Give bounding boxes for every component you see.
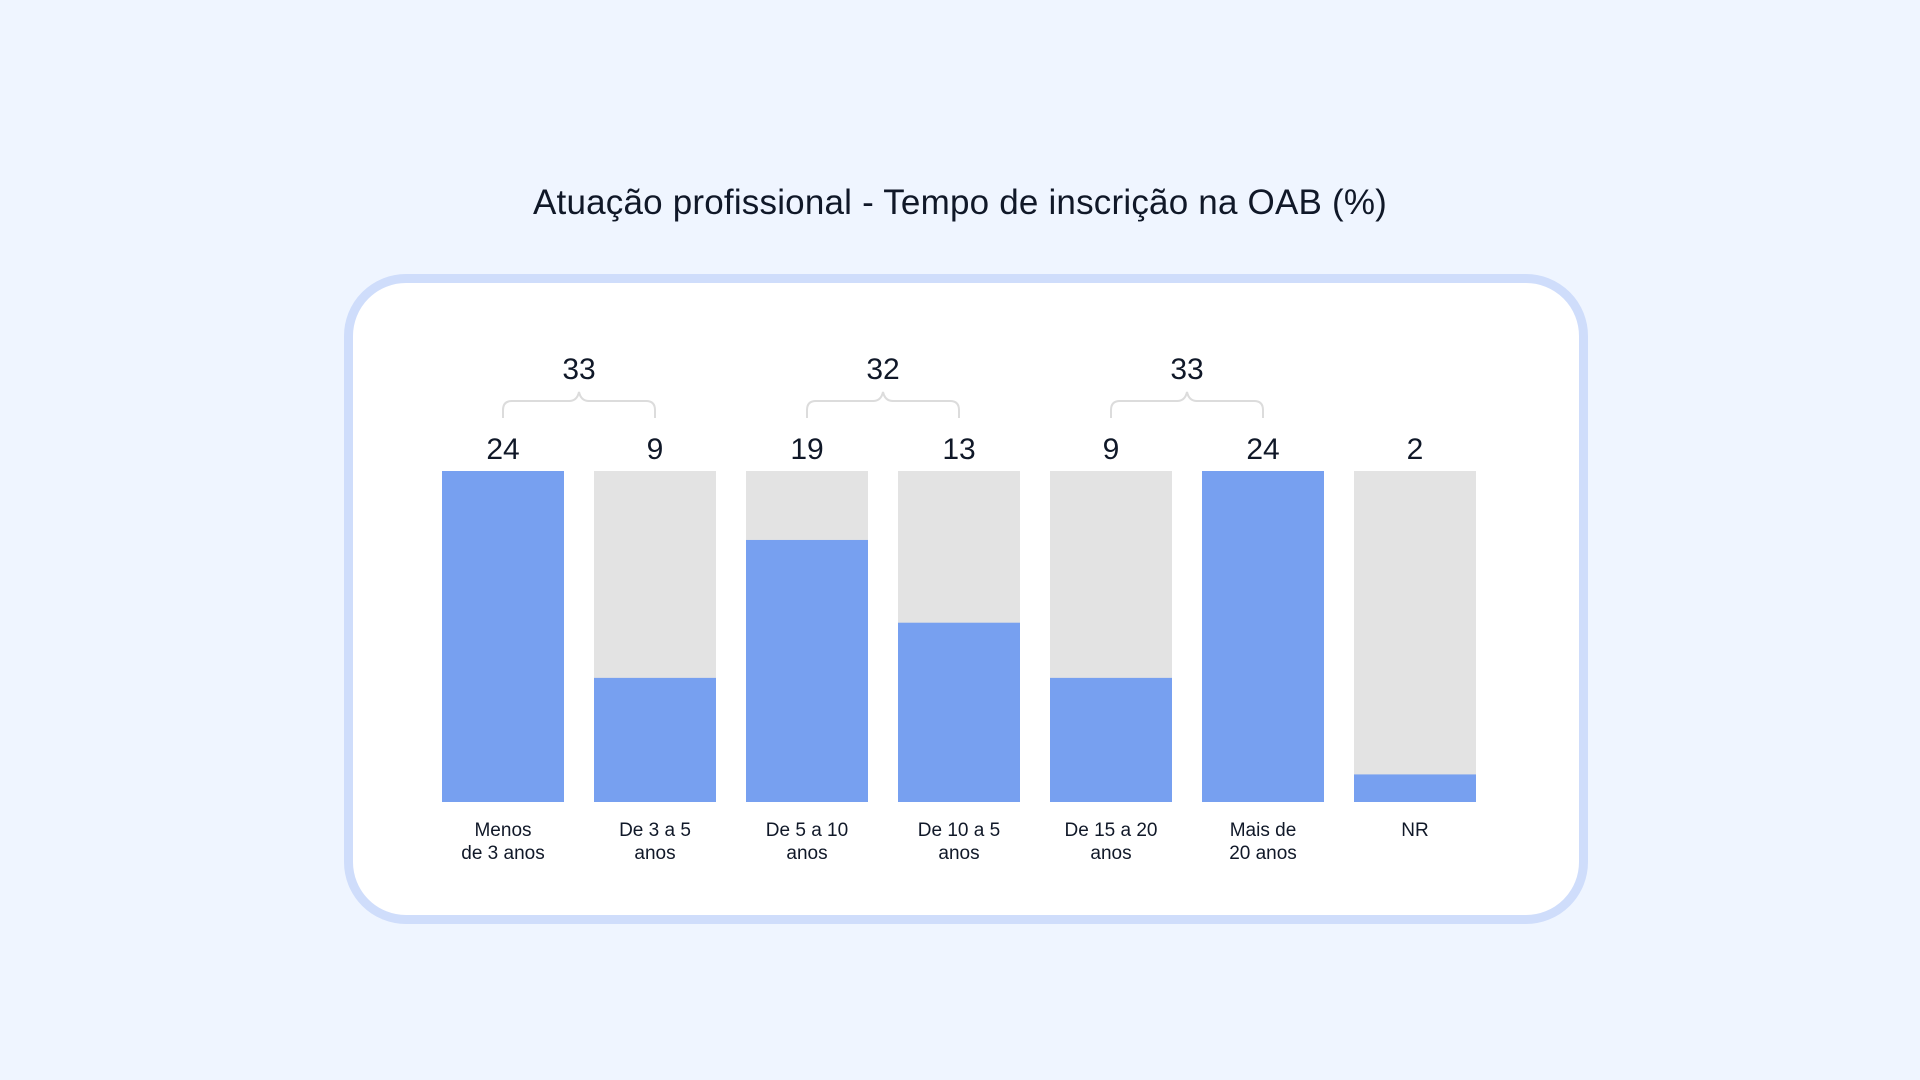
bar bbox=[1354, 774, 1476, 802]
group-brace bbox=[502, 391, 656, 418]
category-label: Mais de 20 anos bbox=[1229, 820, 1297, 864]
group-total-label: 33 bbox=[1170, 353, 1203, 386]
value-label: 13 bbox=[942, 433, 975, 466]
group-brace bbox=[1110, 391, 1264, 418]
category-label: De 5 a 10 anos bbox=[766, 820, 848, 864]
bar-track bbox=[1354, 471, 1476, 802]
value-label: 9 bbox=[1103, 433, 1120, 466]
category-label: NR bbox=[1401, 820, 1428, 841]
bar bbox=[1202, 471, 1324, 802]
chart-title: Atuação profissional - Tempo de inscriçã… bbox=[532, 183, 1388, 222]
value-label: 2 bbox=[1407, 433, 1424, 466]
value-label: 24 bbox=[486, 433, 519, 466]
bar bbox=[898, 622, 1020, 802]
category-label: De 15 a 20 anos bbox=[1065, 820, 1158, 864]
category-label: De 3 a 5 anos bbox=[619, 820, 691, 864]
group-brace bbox=[806, 391, 960, 418]
group-total-label: 32 bbox=[866, 353, 899, 386]
value-label: 9 bbox=[647, 433, 664, 466]
bar bbox=[746, 539, 868, 802]
bar bbox=[442, 471, 564, 802]
category-label: De 10 a 5 anos bbox=[918, 820, 1000, 864]
category-label: Menos de 3 anos bbox=[461, 820, 544, 864]
value-label: 24 bbox=[1246, 433, 1279, 466]
group-total-label: 33 bbox=[562, 353, 595, 386]
bar bbox=[1050, 677, 1172, 802]
value-label: 19 bbox=[790, 433, 823, 466]
bar bbox=[594, 677, 716, 802]
